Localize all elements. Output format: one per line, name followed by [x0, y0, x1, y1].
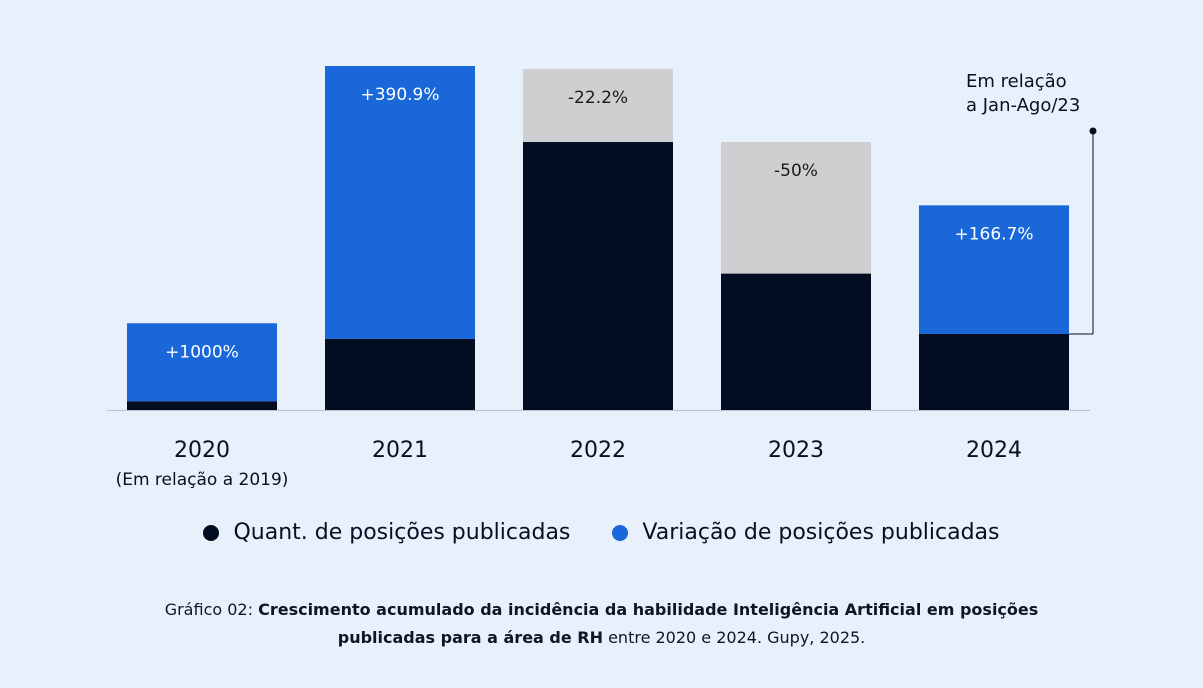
x-tick-label-2024: 2024 [966, 438, 1022, 463]
data-label-2021: +390.9% [360, 85, 439, 105]
legend-item-variation: Variação de posições publicadas [612, 520, 1000, 545]
x-tick-label-2023: 2023 [768, 438, 824, 463]
caption-prefix: Gráfico 02: [164, 600, 259, 619]
legend: Quant. de posições publicadas Variação d… [0, 520, 1203, 545]
legend-label-variation: Variação de posições publicadas [642, 520, 1000, 545]
bar-2021-segment-0 [325, 338, 475, 410]
legend-dot-quantity [203, 524, 220, 541]
bar-2021-segment-1 [325, 66, 475, 339]
x-tick-label-2022: 2022 [570, 438, 626, 463]
data-label-2024: +166.7% [954, 224, 1033, 244]
bar-2024-segment-1 [919, 205, 1069, 334]
bar-2023-segment-1 [721, 142, 871, 274]
bar-2020-segment-1 [127, 323, 277, 402]
caption-suffix: entre 2020 e 2024. Gupy, 2025. [603, 628, 866, 647]
x-tick-label-2020: 2020 [174, 438, 230, 463]
bar-2022-segment-0 [523, 142, 673, 410]
x-tick-subtitle-2020: (Em relação a 2019) [116, 470, 289, 490]
data-label-2023: -50% [774, 161, 818, 181]
x-tick-label-2021: 2021 [372, 438, 428, 463]
bar-2022-segment-1 [523, 68, 673, 143]
legend-dot-variation [612, 524, 629, 541]
bar-2023-segment-0 [721, 273, 871, 410]
data-label-2022: -22.2% [568, 88, 628, 108]
annotation-line-1: Em relação [966, 71, 1067, 92]
bar-chart: +1000% 2020 (Em relação a 2019) +390.9% 2021… [107, 66, 1097, 490]
caption-bold: Crescimento acumulado da incidência da h… [258, 600, 1039, 647]
annotation-dot [1089, 127, 1097, 135]
bar-2024-segment-0 [919, 333, 1069, 410]
bar-2020-segment-0 [127, 401, 277, 410]
chart-caption: Gráfico 02: Crescimento acumulado da inc… [0, 596, 1203, 652]
legend-label-quantity: Quant. de posições publicadas [233, 520, 571, 545]
data-label-2020: +1000% [165, 342, 239, 362]
legend-item-quantity: Quant. de posições publicadas [203, 520, 570, 545]
annotation-line-2: a Jan-Ago/23 [966, 95, 1080, 116]
